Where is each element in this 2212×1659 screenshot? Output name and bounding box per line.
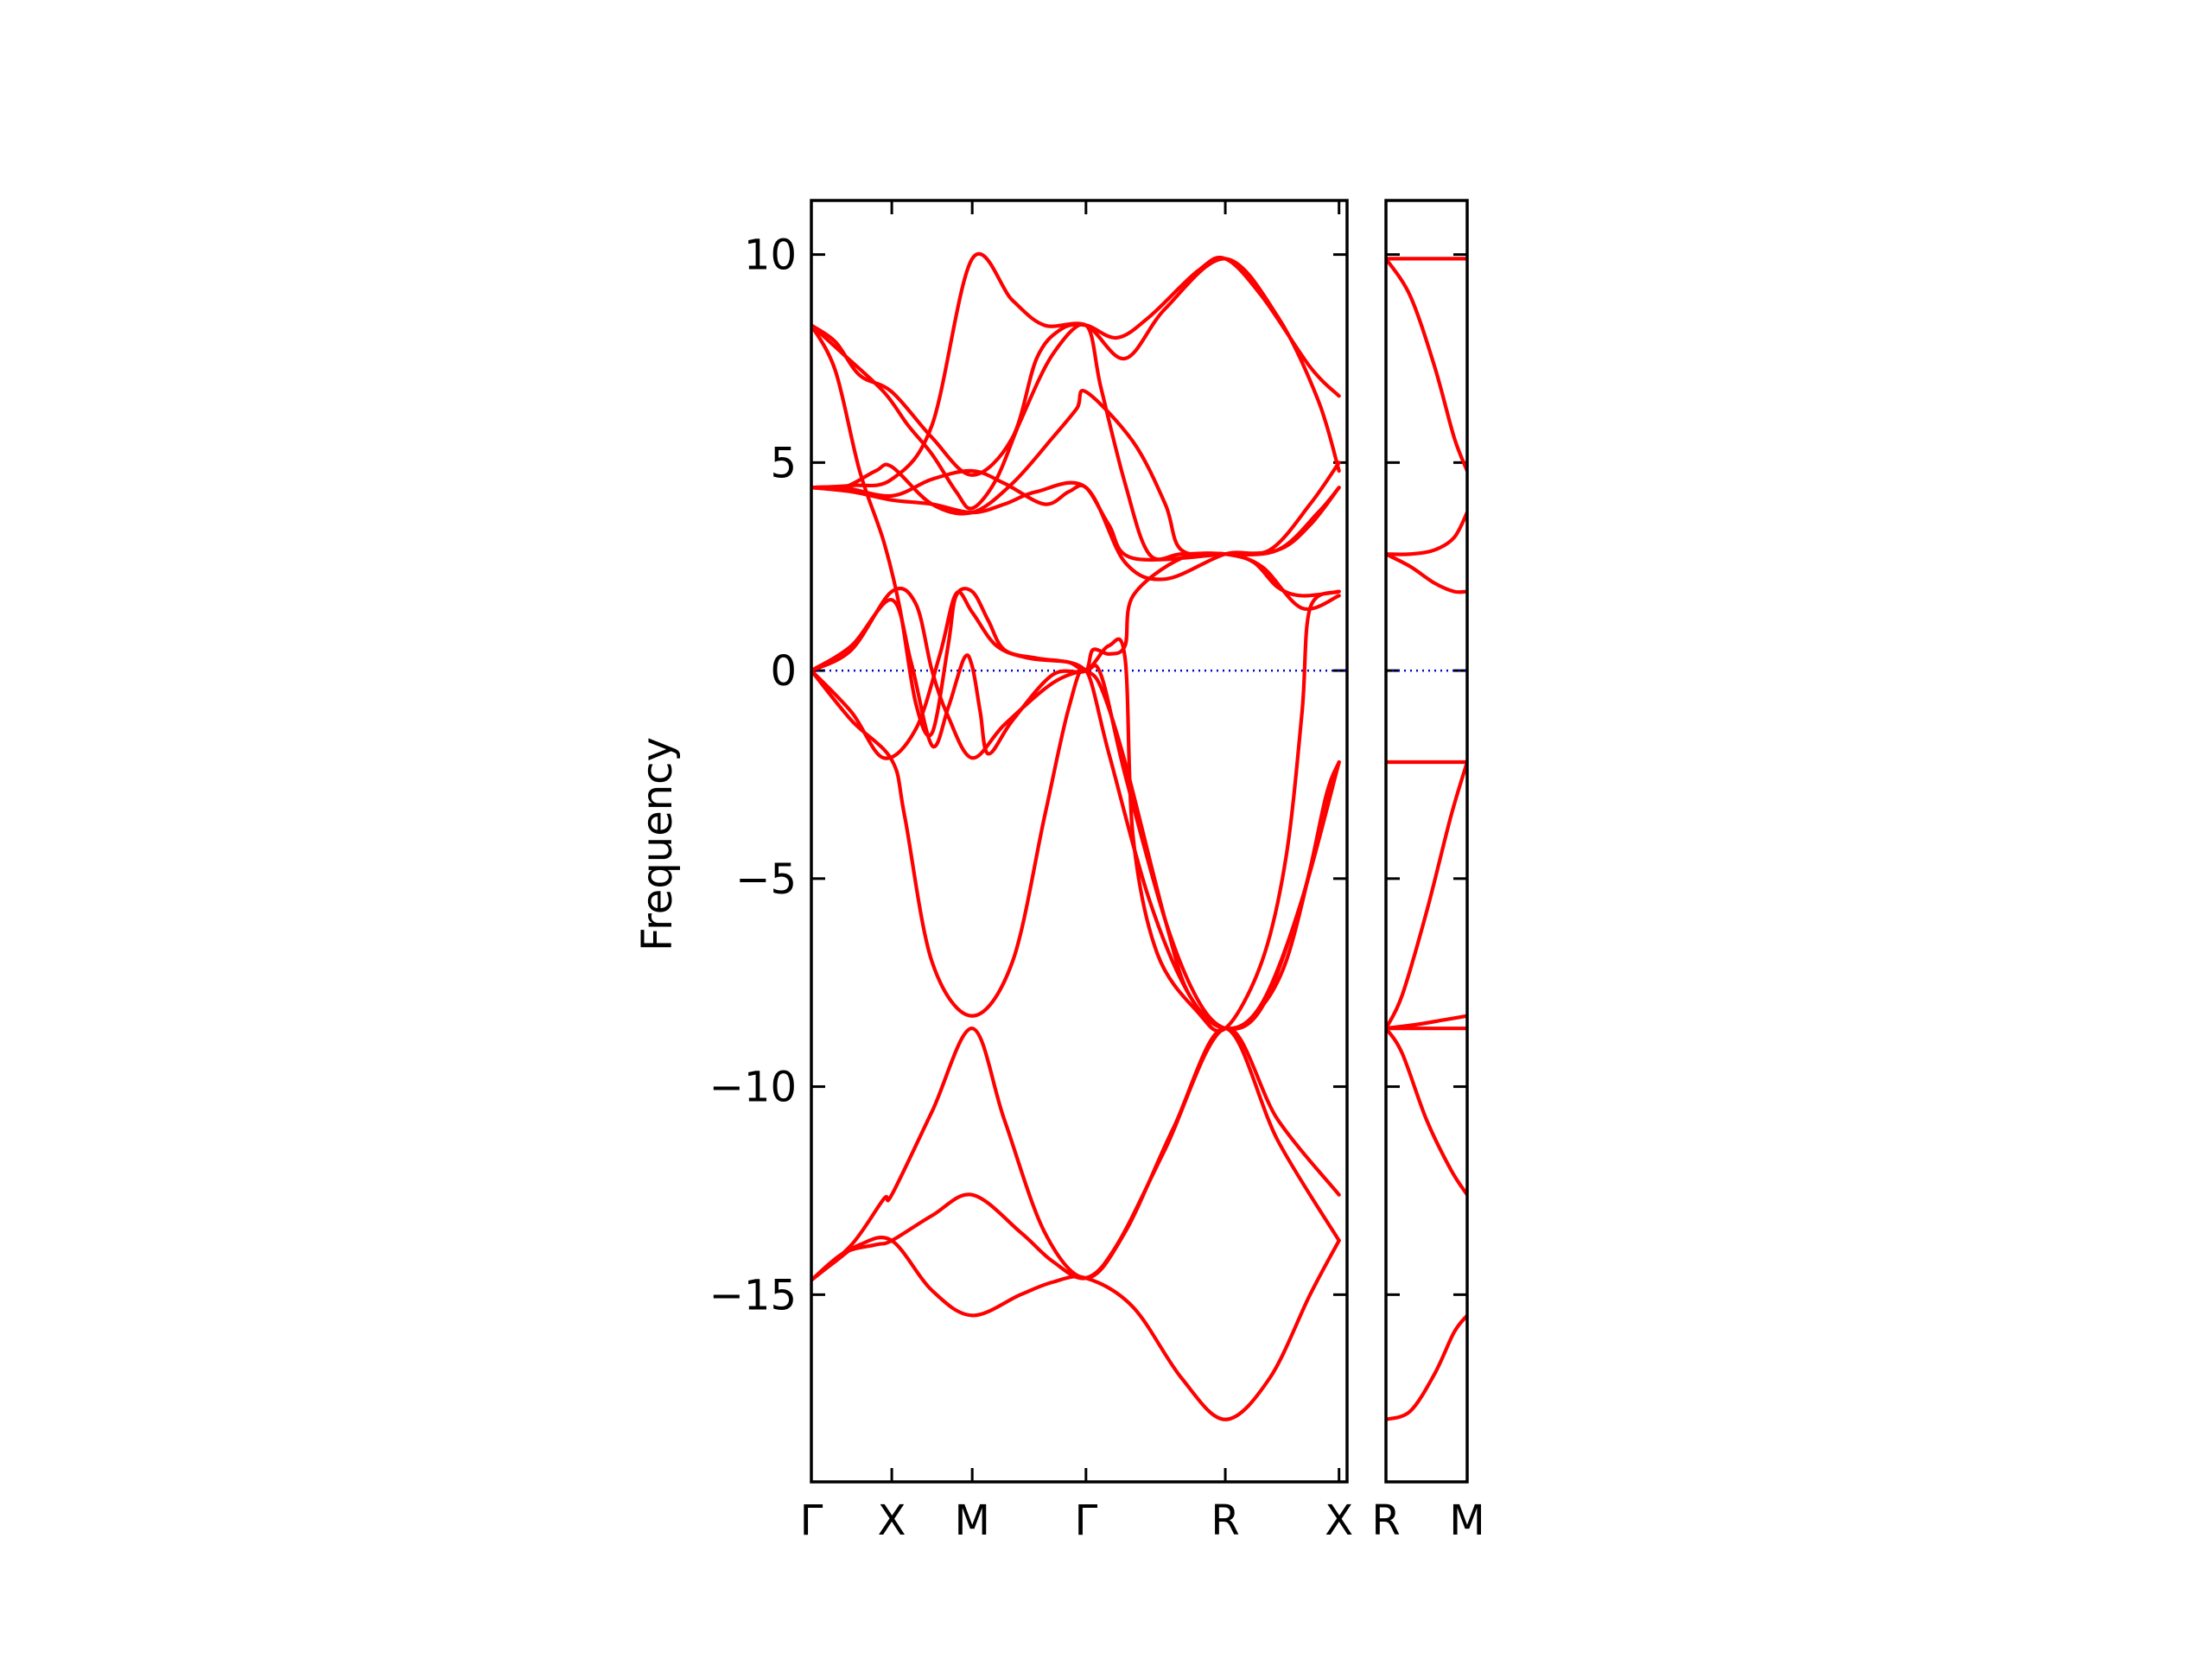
main-band-8: [811, 255, 1341, 477]
side-band-9: [1386, 760, 1467, 1031]
y-tick-label-3: −5: [735, 855, 797, 904]
side-xtick-label-0: R: [1371, 1497, 1400, 1545]
main-band-7: [811, 590, 1341, 1032]
main-band-12: [811, 251, 1341, 490]
y-tick-label-5: −15: [709, 1271, 797, 1319]
y-tick-label-0: 10: [744, 232, 797, 280]
y-tick-label-2: 0: [770, 647, 797, 696]
main-band-14: [811, 322, 1341, 612]
main-band-10: [811, 389, 1341, 557]
side-band-8: [1386, 1027, 1467, 1197]
main-band-13: [811, 461, 1341, 582]
side-xtick-label-1: M: [1449, 1497, 1484, 1545]
y-tick-label-4: −10: [709, 1064, 797, 1112]
main-xtick-label-5: X: [1325, 1497, 1353, 1545]
side-plot-frame: [1384, 199, 1469, 1484]
main-band-2: [811, 1027, 1341, 1282]
main-xtick-label-1: X: [878, 1497, 906, 1545]
main-band-1: [811, 1236, 1341, 1421]
side-bands: [1386, 257, 1467, 1421]
y-tick-labels: 10 5 0 −5 −10 −15: [709, 232, 797, 1320]
main-xtick-label-4: R: [1211, 1497, 1239, 1545]
main-plot-frame: [810, 199, 1349, 1484]
main-band-6: [811, 589, 1341, 1033]
side-band-2: [1386, 257, 1467, 474]
main-bands: [811, 251, 1341, 1421]
y-tick-label-1: 5: [770, 439, 797, 487]
main-xtick-label-0: Γ: [800, 1497, 823, 1545]
side-band-4: [1386, 552, 1467, 594]
main-xtick-label-2: M: [954, 1497, 989, 1545]
y-axis-label: Frequency: [633, 737, 682, 951]
side-band-10: [1386, 1313, 1467, 1421]
main-band-4: [811, 667, 1341, 1031]
side-band-3: [1386, 511, 1467, 556]
main-xtick-label-3: Γ: [1074, 1497, 1097, 1545]
side-band-6: [1386, 1014, 1467, 1031]
side-tick-marks: [1384, 200, 1469, 1482]
